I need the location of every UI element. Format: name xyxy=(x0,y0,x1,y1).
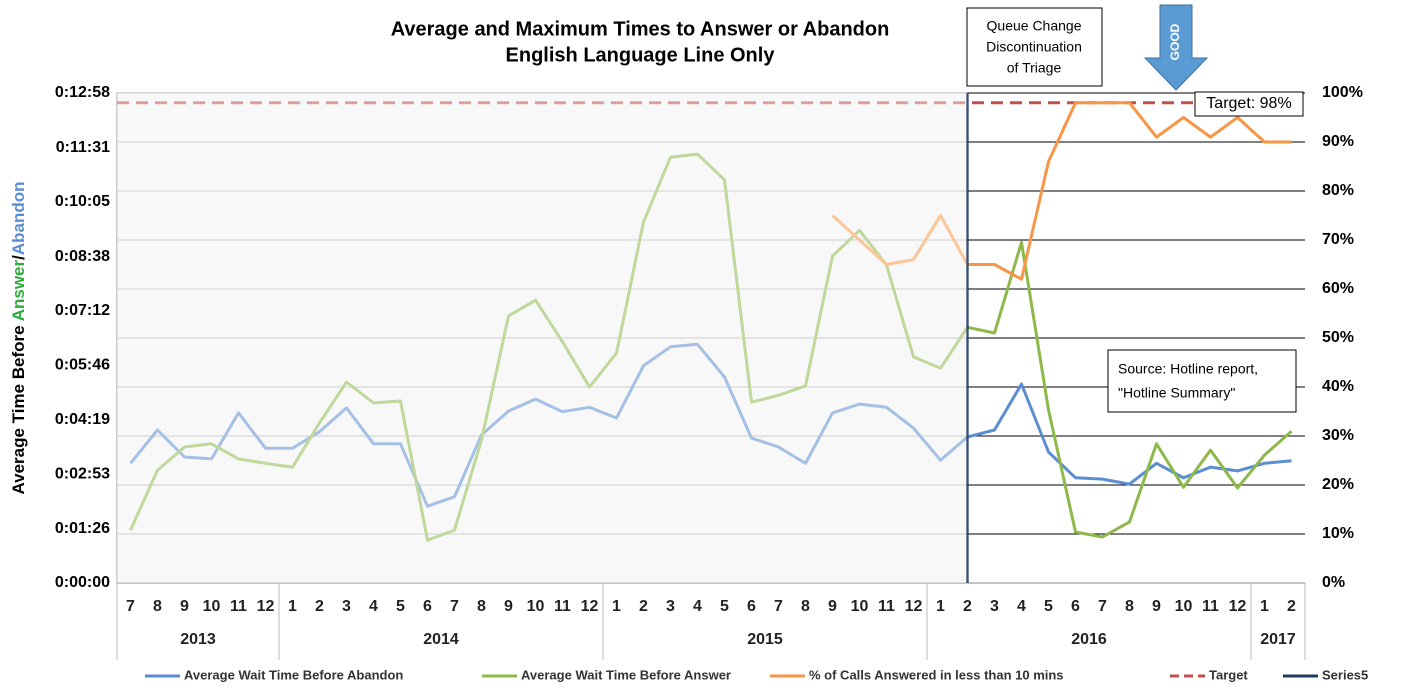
year-label: 2013 xyxy=(180,631,216,648)
y2-tick-label: 80% xyxy=(1322,182,1354,199)
legend-label: Series5 xyxy=(1322,667,1368,682)
year-label: 2016 xyxy=(1071,631,1107,648)
legend-label: Average Wait Time Before Abandon xyxy=(184,667,403,682)
x-tick-label: 8 xyxy=(477,598,486,615)
x-tick-label: 6 xyxy=(747,598,756,615)
x-tick-label: 4 xyxy=(693,598,702,615)
x-tick-label: 7 xyxy=(126,598,135,615)
x-tick-label: 4 xyxy=(1017,598,1026,615)
x-tick-label: 1 xyxy=(612,598,621,615)
x-tick-label: 12 xyxy=(1229,598,1247,615)
source-text: Source: Hotline report, xyxy=(1118,361,1258,377)
y-tick-label: 0:04:19 xyxy=(55,411,110,428)
x-tick-label: 2 xyxy=(315,598,324,615)
x-tick-label: 8 xyxy=(801,598,810,615)
x-tick-label: 5 xyxy=(396,598,405,615)
x-tick-label: 10 xyxy=(851,598,869,615)
y2-tick-label: 100% xyxy=(1322,84,1363,101)
x-tick-label: 8 xyxy=(153,598,162,615)
y-tick-label: 0:00:00 xyxy=(55,574,110,591)
x-tick-label: 11 xyxy=(878,598,895,615)
x-tick-label: 11 xyxy=(554,598,571,615)
x-tick-label: 7 xyxy=(1098,598,1107,615)
good-arrow xyxy=(1143,4,1209,91)
y2-tick-label: 20% xyxy=(1322,476,1354,493)
x-tick-label: 12 xyxy=(581,598,599,615)
x-tick-label: 2 xyxy=(963,598,972,615)
x-tick-label: 7 xyxy=(450,598,459,615)
y-tick-label: 0:01:26 xyxy=(55,520,110,537)
legend-label: Target xyxy=(1209,667,1248,682)
y2-tick-label: 30% xyxy=(1322,427,1354,444)
x-tick-label: 9 xyxy=(504,598,513,615)
y-tick-label: 0:02:53 xyxy=(55,465,110,482)
x-tick-label: 6 xyxy=(1071,598,1080,615)
x-tick-label: 1 xyxy=(1260,598,1269,615)
y-axis-label-part: Answer xyxy=(9,259,28,321)
shade-overlay xyxy=(117,93,968,583)
series-line xyxy=(129,152,1293,542)
note-box xyxy=(966,7,1103,87)
y-axis-label-part: / xyxy=(9,255,28,260)
x-tick-label: 7 xyxy=(774,598,783,615)
x-tick-label: 11 xyxy=(230,598,247,615)
x-tick-label: 3 xyxy=(342,598,351,615)
note-text: Queue Change xyxy=(987,18,1082,34)
y2-tick-label: 60% xyxy=(1322,280,1354,297)
x-tick-label: 10 xyxy=(527,598,545,615)
x-tick-label: 1 xyxy=(288,598,297,615)
year-label: 2017 xyxy=(1260,631,1296,648)
chart-title: Average and Maximum Times to Answer or A… xyxy=(391,18,890,40)
y-axis-label: Average Time Before Answer/Abandon xyxy=(9,181,28,494)
source-text: "Hotline Summary" xyxy=(1118,385,1235,401)
x-tick-label: 3 xyxy=(666,598,675,615)
x-tick-label: 5 xyxy=(1044,598,1053,615)
x-tick-label: 9 xyxy=(828,598,837,615)
x-tick-label: 5 xyxy=(720,598,729,615)
y2-tick-label: 40% xyxy=(1322,378,1354,395)
y-tick-label: 0:10:05 xyxy=(55,193,110,210)
series-line xyxy=(129,342,1292,508)
note-text: Discontinuation xyxy=(986,39,1082,55)
chart-subtitle: English Language Line Only xyxy=(506,44,776,66)
y-tick-label: 0:05:46 xyxy=(55,356,110,373)
year-label: 2015 xyxy=(747,631,783,648)
y-tick-label: 0:12:58 xyxy=(55,84,110,101)
legend-label: % of Calls Answered in less than 10 mins xyxy=(809,667,1064,682)
y-tick-label: 0:08:38 xyxy=(55,248,110,265)
y-tick-label: 0:07:12 xyxy=(55,302,110,319)
y2-tick-label: 90% xyxy=(1322,133,1354,150)
x-tick-label: 1 xyxy=(936,598,945,615)
note-text: of Triage xyxy=(1007,60,1062,76)
x-tick-label: 4 xyxy=(369,598,378,615)
x-tick-label: 12 xyxy=(905,598,923,615)
y-axis-label-part: Abandon xyxy=(9,181,28,255)
year-label: 2014 xyxy=(423,631,459,648)
x-tick-label: 10 xyxy=(1175,598,1193,615)
target-label: Target: 98% xyxy=(1206,95,1291,112)
x-tick-label: 9 xyxy=(1152,598,1161,615)
series-line xyxy=(831,101,1292,281)
good-label: GOOD xyxy=(1168,23,1182,60)
x-tick-label: 11 xyxy=(1202,598,1219,615)
y-axis-label-part: Average Time Before xyxy=(9,321,28,494)
x-tick-label: 3 xyxy=(990,598,999,615)
x-tick-label: 10 xyxy=(203,598,221,615)
x-tick-label: 6 xyxy=(423,598,432,615)
x-tick-label: 2 xyxy=(639,598,648,615)
legend-label: Average Wait Time Before Answer xyxy=(521,667,731,682)
y2-tick-label: 70% xyxy=(1322,231,1354,248)
x-tick-label: 8 xyxy=(1125,598,1134,615)
y-tick-label: 0:11:31 xyxy=(56,139,110,156)
x-tick-label: 9 xyxy=(180,598,189,615)
source-box xyxy=(1107,349,1297,413)
y2-tick-label: 50% xyxy=(1322,329,1354,346)
y2-tick-label: 0% xyxy=(1322,574,1345,591)
target-box xyxy=(1194,91,1304,117)
x-tick-label: 12 xyxy=(257,598,275,615)
y2-tick-label: 10% xyxy=(1322,525,1354,542)
x-tick-label: 2 xyxy=(1287,598,1296,615)
